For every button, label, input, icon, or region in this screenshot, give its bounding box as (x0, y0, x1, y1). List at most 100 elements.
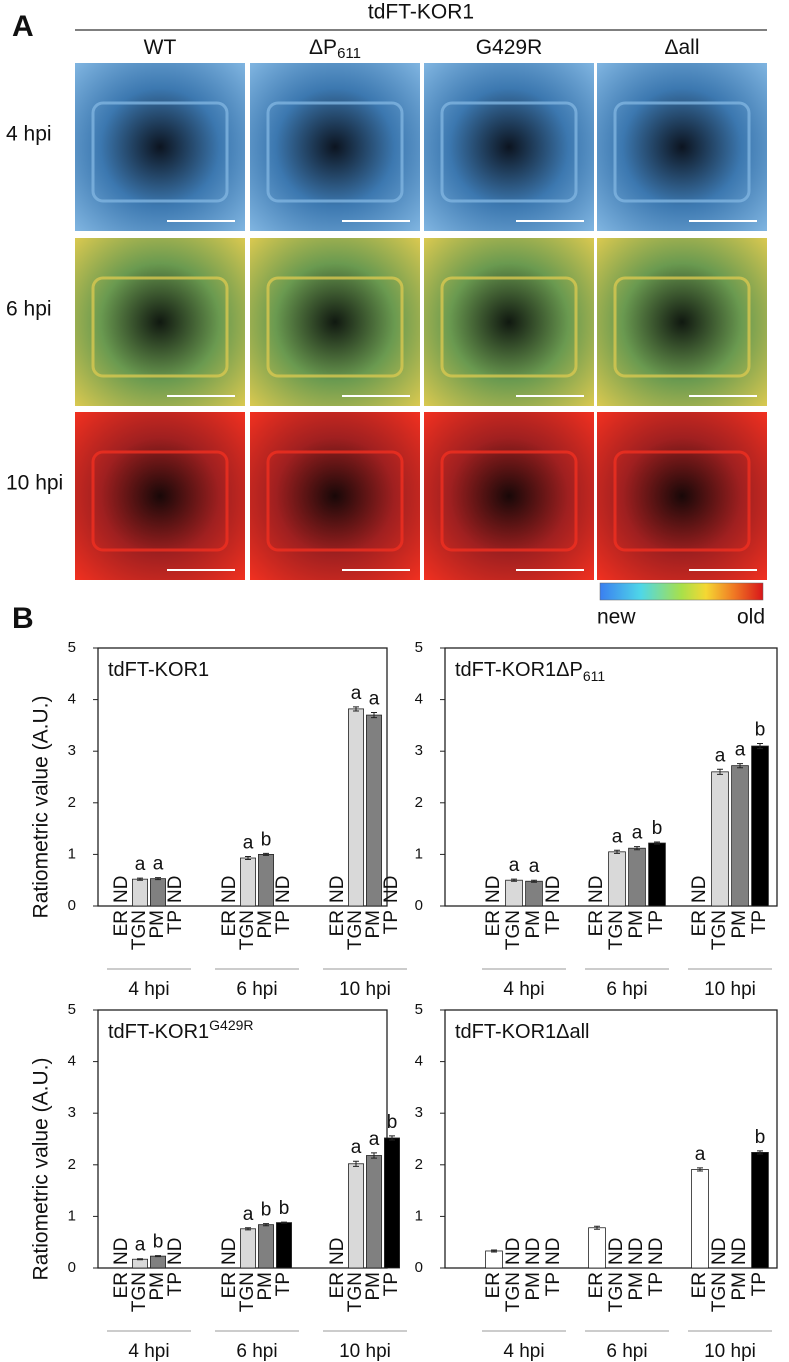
nd-label: ND (273, 876, 294, 903)
category-label: PM (255, 910, 276, 939)
y-tick-label: 2 (68, 1156, 76, 1173)
category-label: PM (523, 1272, 544, 1301)
category-label: ER (586, 910, 607, 936)
micrograph (597, 238, 767, 406)
chart-title: tdFT-KOR1ΔP611 (455, 659, 605, 683)
column-label-text: Δall (664, 36, 699, 59)
y-axis-label: Ratiometric value (A.U.) (30, 696, 53, 919)
group-label: 10 hpi (704, 979, 756, 1000)
nd-label: ND (381, 876, 402, 903)
category-label: TP (543, 910, 564, 934)
error-bar (245, 855, 251, 861)
plot-frame (444, 1009, 778, 1269)
group-label: 4 hpi (128, 979, 169, 1000)
row-label: 6 hpi (6, 298, 52, 321)
column-label-text: WT (144, 36, 177, 59)
bar (384, 1137, 400, 1269)
category-label: TP (749, 910, 770, 934)
category-label: TP (165, 910, 186, 934)
nd-label: ND (111, 876, 132, 903)
category-label: ER (586, 1272, 607, 1298)
y-tick-label: 2 (415, 1156, 423, 1173)
bar (348, 708, 364, 907)
nd-label: ND (111, 1238, 132, 1265)
significance-label: b (279, 1198, 290, 1219)
construct-title: tdFT-KOR1 (368, 1, 474, 24)
micrograph (75, 412, 245, 580)
category-label: PM (363, 910, 384, 939)
category-label: ER (219, 910, 240, 936)
chart-title: tdFT-KOR1 (108, 659, 209, 681)
column-label-text: G429R (476, 36, 543, 59)
chart-title-subscript: 611 (583, 668, 606, 684)
bar (348, 1163, 364, 1269)
nd-label: ND (503, 1238, 524, 1265)
bar (648, 842, 666, 907)
error-bar (137, 1258, 143, 1261)
error-bar (697, 1167, 703, 1172)
category-label: ER (327, 1272, 348, 1298)
cell-outline (266, 101, 404, 203)
significance-label: a (715, 745, 726, 766)
error-bar (757, 742, 763, 750)
y-tick-label: 5 (68, 639, 76, 656)
bar (150, 1255, 166, 1269)
category-label: TGN (345, 1272, 366, 1312)
group-label: 4 hpi (128, 1341, 169, 1362)
group-label: 6 hpi (606, 979, 647, 1000)
significance-label: b (153, 1232, 164, 1253)
significance-label: a (529, 856, 540, 877)
category-label: TP (273, 1272, 294, 1296)
significance-label: b (755, 1127, 766, 1148)
error-bar (717, 768, 723, 775)
nd-label: ND (606, 1238, 627, 1265)
chart-title-text: tdFT-KOR1 (108, 1021, 209, 1043)
category-label: ER (327, 910, 348, 936)
significance-label: a (351, 683, 362, 704)
significance-label: a (135, 854, 146, 875)
nd-label: ND (709, 1238, 730, 1265)
micrograph (75, 238, 245, 406)
category-label: ER (689, 910, 710, 936)
micrograph (250, 63, 420, 231)
bar (366, 714, 382, 907)
nd-label: ND (543, 876, 564, 903)
chart-title-text: tdFT-KOR1Δall (455, 1021, 590, 1043)
cell-outline (266, 450, 404, 552)
cell-outline (440, 276, 578, 378)
y-tick-label: 3 (68, 742, 76, 759)
error-bar (281, 1221, 287, 1224)
panel-label: A (12, 10, 34, 43)
y-tick-label: 4 (68, 691, 76, 708)
error-bar (614, 849, 620, 854)
micrograph (424, 63, 594, 231)
nd-label: ND (523, 1238, 544, 1265)
chart-title-text: tdFT-KOR1 (108, 659, 209, 681)
y-tick-label: 5 (415, 639, 423, 656)
significance-label: a (369, 689, 380, 710)
error-bar (531, 879, 537, 883)
significance-label: b (261, 829, 272, 850)
category-label: TP (165, 1272, 186, 1296)
nd-label: ND (586, 876, 607, 903)
error-bar (594, 1225, 600, 1230)
colorbar-low: new (597, 606, 636, 629)
micrograph (250, 412, 420, 580)
column-label-text: ΔP (309, 36, 337, 59)
bar (751, 1152, 769, 1269)
category-label: TGN (606, 1272, 627, 1312)
nd-label: ND (165, 1238, 186, 1265)
nd-label: ND (327, 1238, 348, 1265)
error-bar (263, 852, 269, 856)
significance-label: a (695, 1144, 706, 1165)
error-bar (654, 841, 660, 845)
category-label: ER (483, 1272, 504, 1298)
nd-label: ND (327, 876, 348, 903)
column-label: WT (144, 36, 177, 59)
category-label: ER (111, 1272, 132, 1298)
nd-label: ND (689, 876, 710, 903)
y-tick-label: 1 (415, 1207, 423, 1224)
significance-label: a (612, 826, 623, 847)
category-label: TGN (709, 1272, 730, 1312)
